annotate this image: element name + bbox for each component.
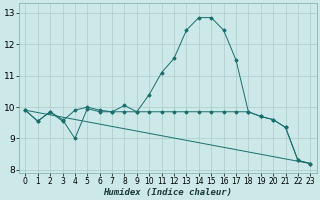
X-axis label: Humidex (Indice chaleur): Humidex (Indice chaleur) <box>103 188 232 197</box>
